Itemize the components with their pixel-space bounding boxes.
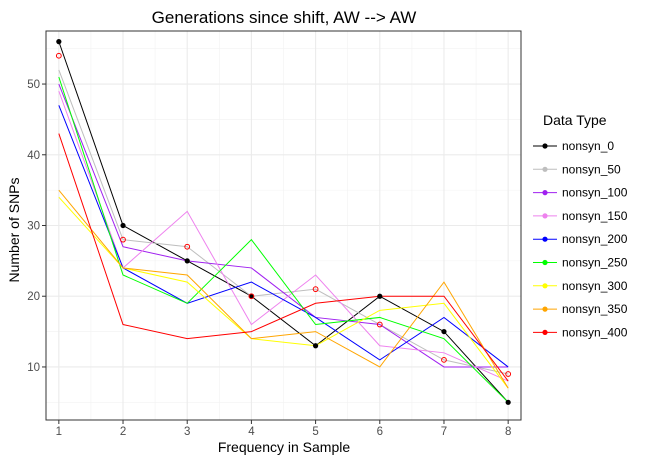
series-point-nonsyn_0	[56, 39, 62, 45]
x-tick-label: 2	[120, 426, 126, 438]
open-marker-point	[376, 321, 383, 328]
legend-label-nonsyn_0: nonsyn_0	[562, 139, 614, 153]
series-point-nonsyn_0	[377, 293, 383, 299]
open-marker-point	[441, 356, 447, 363]
series-line-nonsyn_300	[58, 196, 509, 389]
series-line-nonsyn_400	[58, 133, 509, 382]
series-line-nonsyn_200	[58, 105, 509, 368]
series-point-nonsyn_0	[184, 258, 190, 264]
legend-key-point-nonsyn_350	[542, 306, 548, 312]
legend-label-nonsyn_400: nonsyn_400	[562, 325, 628, 339]
series-point-nonsyn_0	[120, 222, 126, 229]
legend-key-point-nonsyn_0	[542, 143, 548, 149]
legend-key-point-nonsyn_250	[542, 259, 548, 266]
y-tick-label: 20	[27, 291, 40, 303]
legend: Data Type nonsyn_0 nonsyn_50 nonsyn_100non…	[533, 112, 628, 339]
legend-key-point-nonsyn_400	[542, 329, 548, 335]
legend-label-nonsyn_350: nonsyn_350	[562, 302, 628, 316]
legend-label-nonsyn_50: nonsyn_50	[562, 162, 621, 176]
x-tick-label: 8	[505, 426, 511, 438]
legend-key-point-nonsyn_200	[542, 236, 548, 242]
legend-title: Data Type	[543, 112, 607, 128]
legend-label-nonsyn_250: nonsyn_250	[562, 256, 628, 270]
x-tick-label: 4	[248, 426, 255, 438]
open-marker-point	[184, 243, 191, 250]
legend-key-point-nonsyn_50	[542, 166, 548, 172]
open-marker-point	[505, 371, 512, 377]
legend-key-point-nonsyn_150	[542, 213, 548, 219]
series-line-nonsyn_0	[58, 41, 509, 403]
x-tick-label: 1	[56, 426, 62, 438]
x-tick-label: 6	[377, 426, 383, 438]
open-marker-point	[55, 52, 62, 59]
chart-title: Generations since shift, AW --> AW	[152, 8, 417, 27]
series-point-nonsyn_0	[312, 343, 319, 349]
x-tick-label: 5	[312, 426, 318, 438]
series-line-nonsyn_100	[58, 83, 509, 368]
legend-key-point-nonsyn_100	[542, 190, 548, 196]
y-tick-label: 40	[27, 150, 40, 162]
y-tick-label: 30	[27, 221, 40, 233]
series-line-nonsyn_250	[58, 76, 509, 403]
x-tick-label: 7	[441, 426, 447, 438]
open-marker-point	[120, 236, 126, 243]
legend-label-nonsyn_200: nonsyn_200	[562, 232, 628, 246]
series-point-nonsyn_0	[441, 328, 447, 335]
open-marker-point	[248, 293, 255, 300]
y-tick-label: 50	[27, 79, 40, 91]
x-axis-title: Frequency in Sample	[218, 439, 351, 455]
series-point-nonsyn_0	[505, 399, 511, 405]
legend-label-nonsyn_300: nonsyn_300	[562, 279, 628, 293]
legend-key-point-nonsyn_300	[542, 283, 548, 289]
y-tick-label: 10	[27, 362, 40, 374]
legend-label-nonsyn_100: nonsyn_100	[562, 186, 628, 200]
open-marker-point	[312, 286, 319, 293]
legend-label-nonsyn_150: nonsyn_150	[562, 209, 628, 223]
y-axis-title: Number of SNPs	[6, 177, 22, 282]
x-tick-label: 3	[184, 426, 190, 438]
series-point-nonsyn_0	[248, 293, 255, 299]
plot-area: 1 2 3 4 5 6 7 8 10 20 30 40 50	[27, 30, 522, 438]
